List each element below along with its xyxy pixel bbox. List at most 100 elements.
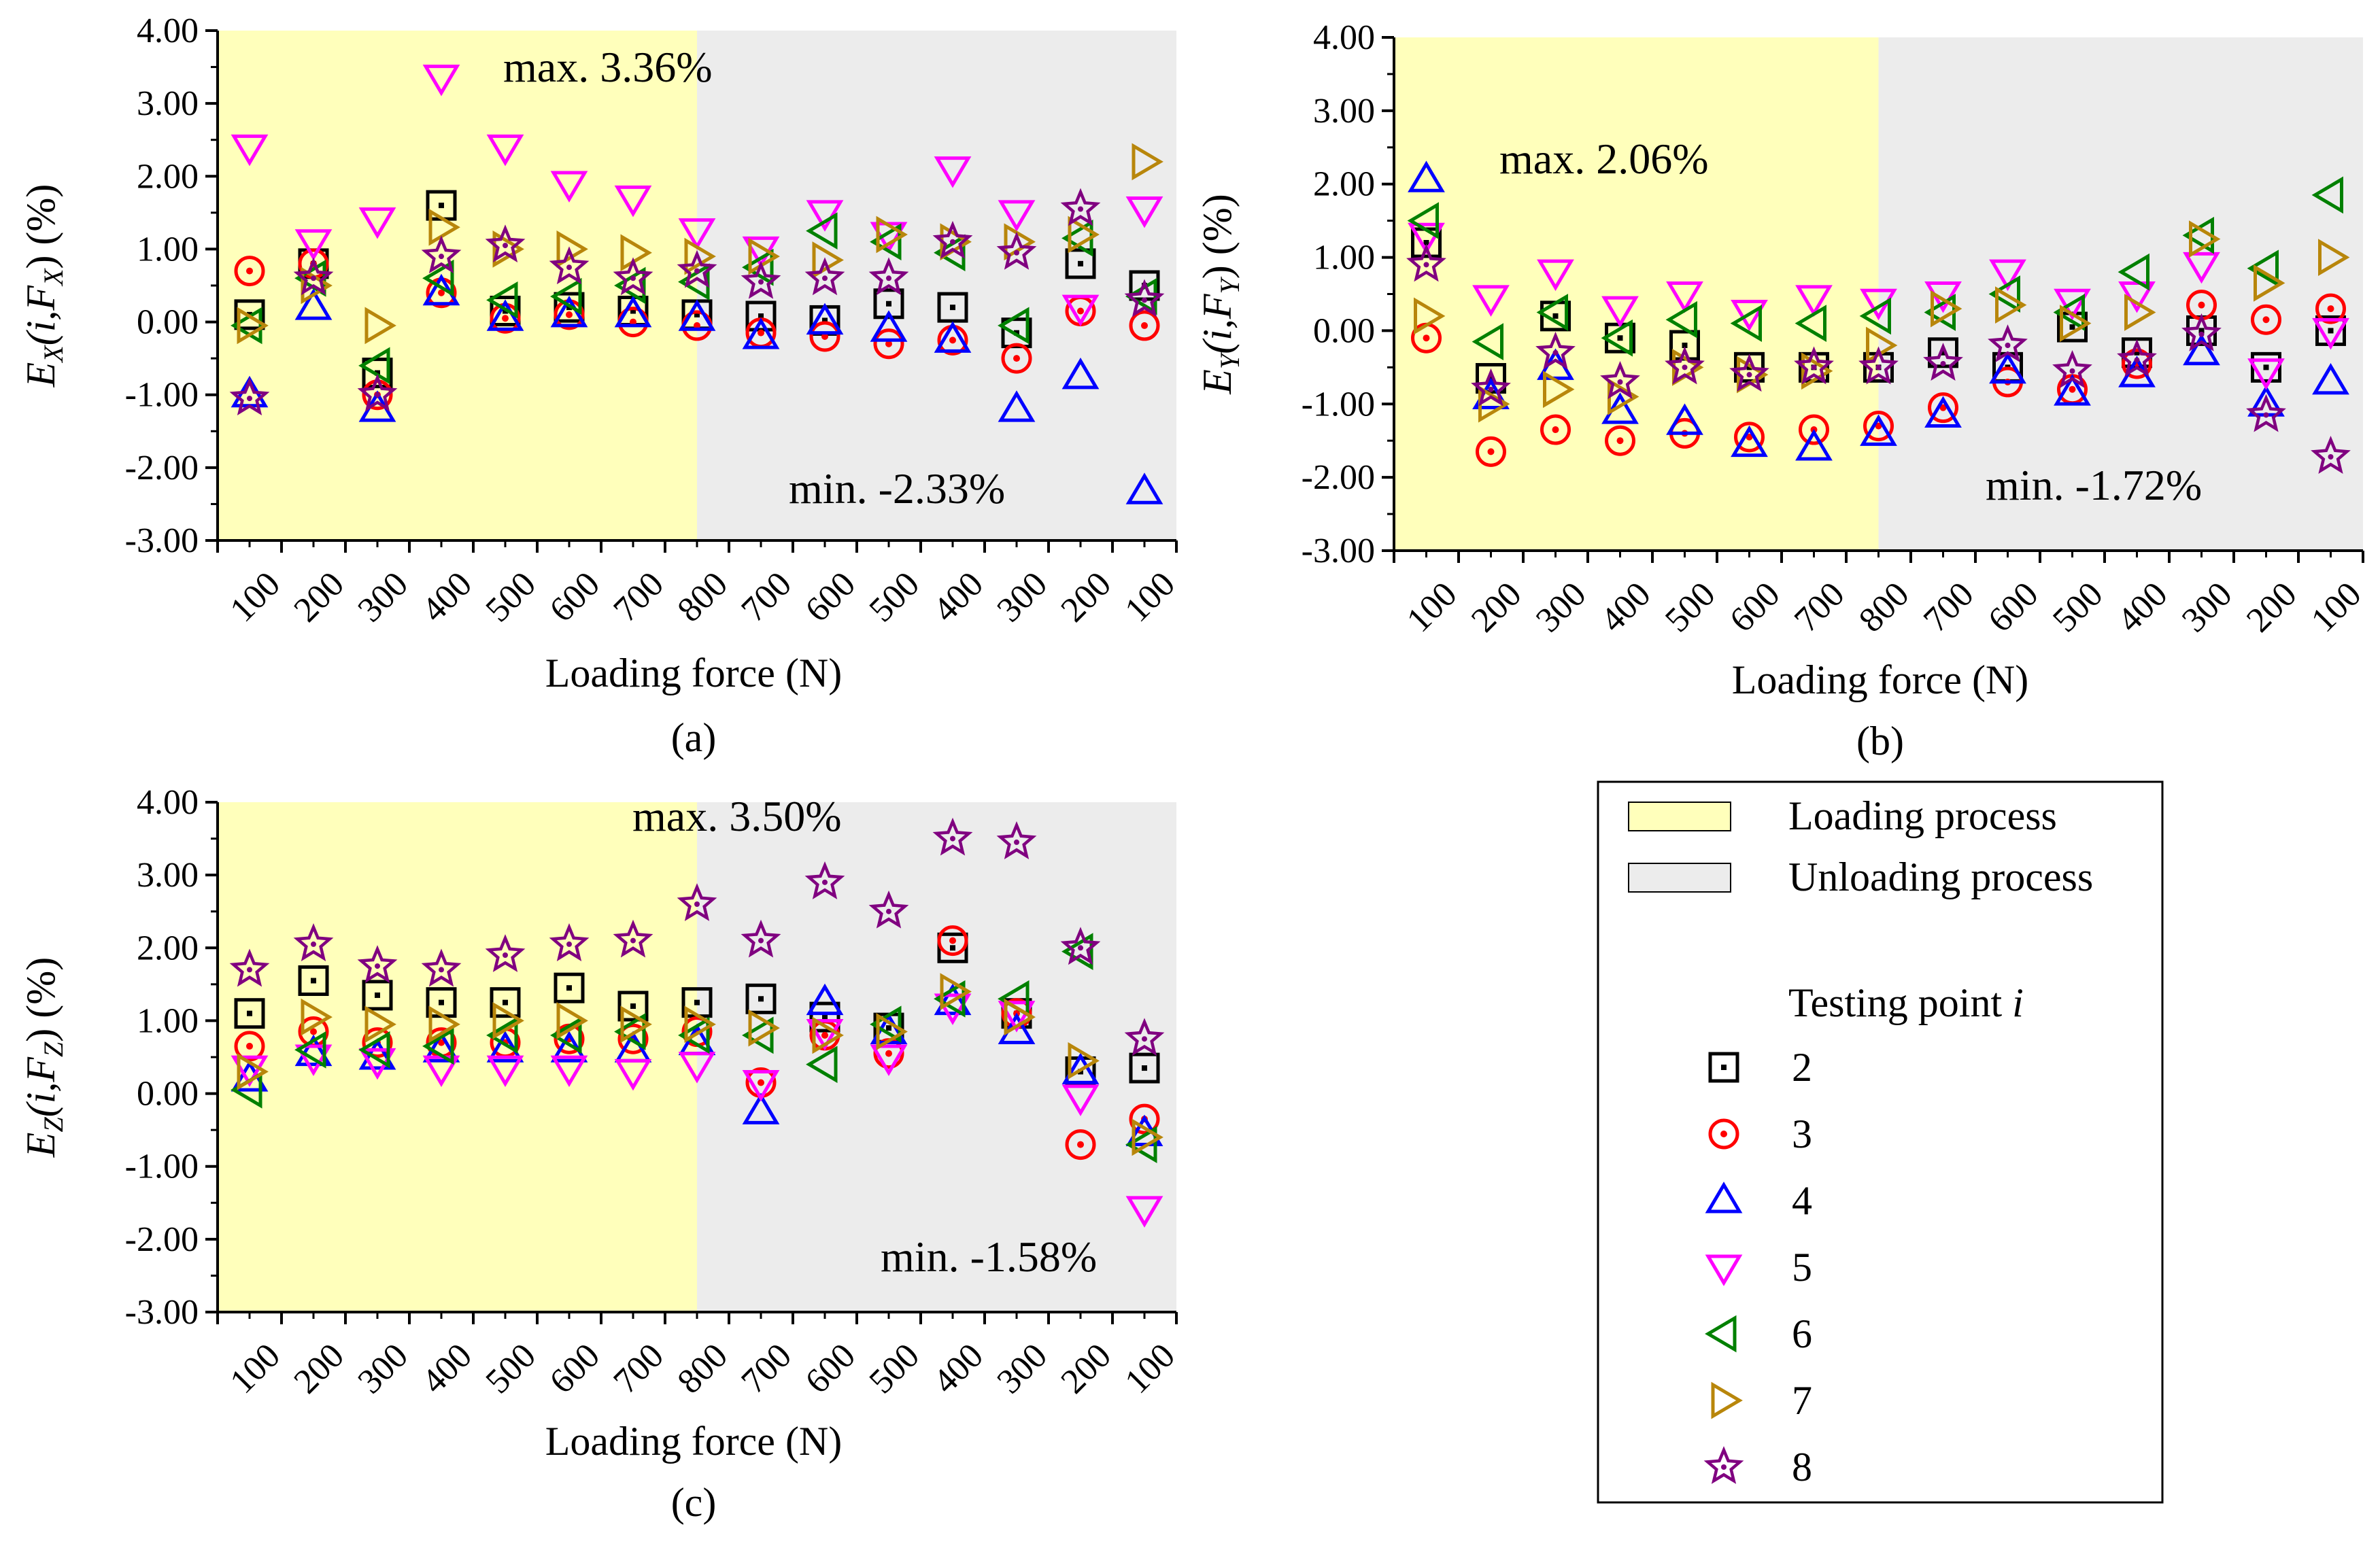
data-point [812,1016,844,1054]
data-point [1476,436,1506,467]
data-point [937,925,968,957]
legend-marker [1708,1118,1739,1150]
data-point [678,218,716,250]
legend-item-5: 5 [1705,1245,1812,1290]
legend-item-7: 7 [1711,1378,1812,1423]
data-point [1132,143,1163,181]
data-point [554,972,585,1003]
data-point [550,171,588,203]
data-point [932,220,973,259]
data-point [2054,374,2091,406]
data-point [742,248,774,286]
x-tick-label: 300 [1529,575,1593,640]
y-tick-label: 3.00 [1313,92,1375,131]
y-tick-label: -2.00 [1302,458,1375,497]
data-point [998,200,1036,232]
y-tick-label: -2.00 [125,1220,199,1259]
data-point [614,295,652,328]
legend-item-2: 2 [1708,1045,1812,1090]
x-tick-label: 800 [1852,575,1916,640]
data-point [234,1031,265,1062]
data-point [1858,346,1899,385]
data-point [1731,425,1768,458]
y-tick-label: -1.00 [125,1148,199,1186]
data-point [613,257,653,296]
data-point [1408,222,1445,255]
data-point [1989,351,2026,384]
panel-label: (a) [671,715,717,760]
data-point [1125,472,1163,504]
data-point [1061,933,1093,971]
data-point [620,234,652,272]
data-point [549,923,590,961]
data-point [422,1031,460,1063]
x-tick-label: 700 [734,565,799,630]
x-tick-label: 400 [926,565,991,630]
unloading-region [697,31,1176,540]
data-point [742,1016,774,1054]
x-tick-label: 200 [287,1337,352,1401]
y-tick-label: -3.00 [125,521,199,560]
data-point [421,235,462,274]
data-point [421,948,462,987]
x-tick-label: 100 [2304,575,2368,640]
data-point [1065,1129,1096,1160]
data-point [932,817,973,856]
x-tick-label: 400 [1593,575,1658,640]
data-point [1989,259,2026,292]
data-point [870,1044,908,1076]
x-axis-label: Loading force (N) [1732,657,2028,702]
data-point [1988,275,2020,313]
x-tick-label: 300 [351,565,415,630]
data-point [1988,324,2028,362]
data-point [2183,333,2220,366]
data-point [1061,1084,1100,1116]
x-tick-label: 400 [926,1337,991,1401]
y-axis-label: EZ(i,FZ) (%) [18,957,69,1158]
data-point [2251,351,2281,383]
data-point [876,216,908,254]
data-point [1132,1118,1163,1156]
x-tick-label: 700 [1787,575,1852,640]
data-point [934,321,972,353]
data-point [934,993,972,1025]
data-point [1666,403,1703,435]
data-point [485,224,526,263]
legend-item-label: 4 [1792,1178,1812,1223]
data-point [229,377,270,416]
max-annotation: max. 3.50% [632,792,842,840]
y-tick-label: 3.00 [137,84,199,123]
data-point [1414,297,1446,335]
x-tick-label: 400 [2110,575,2175,640]
legend-item-label: 8 [1792,1445,1812,1489]
data-point [1060,927,1101,965]
data-point [2052,349,2092,388]
y-tick-label: -2.00 [125,449,199,487]
data-point [2311,436,2351,474]
max-annotation: max. 2.06% [1499,135,1709,183]
data-point [1061,1052,1100,1084]
data-point [1540,414,1571,445]
x-tick-label: 100 [223,1337,288,1401]
data-point [364,1005,396,1044]
data-point [1536,294,1568,331]
data-point [998,390,1036,422]
min-annotation: min. -2.33% [789,464,1005,513]
data-point [1406,243,1446,282]
x-tick-label: 600 [543,1337,607,1401]
data-point [940,973,972,1010]
data-point [237,1053,269,1090]
data-point [2254,264,2285,302]
data-point [2312,363,2349,395]
data-point [1665,300,1697,339]
data-point [868,257,909,296]
data-point [2181,313,2222,351]
data-point [492,1002,524,1039]
legend-marker [1705,1315,1737,1353]
legend-item-label: 3 [1792,1112,1812,1156]
y-tick-label: 1.00 [1313,239,1375,277]
data-point [1928,392,1958,424]
data-point [2315,293,2346,324]
data-point [1600,361,1640,399]
data-point [934,983,972,1016]
